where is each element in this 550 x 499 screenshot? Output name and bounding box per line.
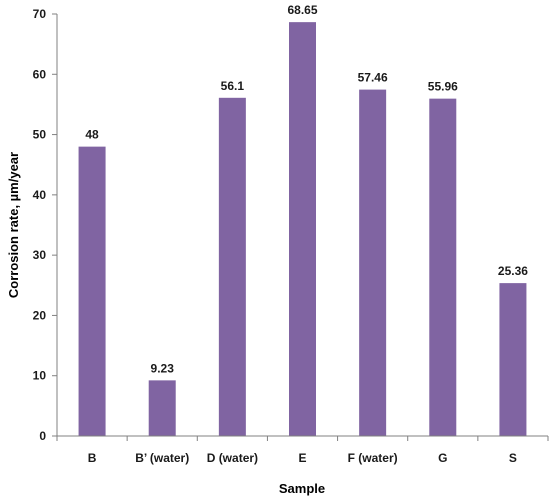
data-label-4: 57.46 bbox=[358, 71, 388, 85]
data-label-5: 55.96 bbox=[428, 80, 458, 94]
x-tick-label-4: F (water) bbox=[348, 451, 398, 465]
data-label-0: 48 bbox=[85, 128, 99, 142]
bar-1 bbox=[148, 380, 176, 436]
x-tick-label-0: B bbox=[88, 451, 97, 465]
bars-group bbox=[78, 22, 527, 437]
bar-5 bbox=[429, 98, 457, 436]
bar-4 bbox=[359, 89, 387, 436]
data-labels-group: 48 9.23 56.1 68.65 57.46 55.96 25.36 bbox=[85, 3, 528, 375]
y-tick-label-7: 70 bbox=[33, 7, 47, 21]
bar-3 bbox=[289, 22, 316, 436]
x-axis-title: Sample bbox=[279, 481, 325, 496]
y-tick-label-6: 60 bbox=[33, 67, 47, 81]
x-tick-label-6: S bbox=[509, 451, 517, 465]
y-tick-label-0: 0 bbox=[39, 429, 46, 443]
data-label-3: 68.65 bbox=[287, 3, 317, 17]
y-tick-label-5: 50 bbox=[33, 128, 47, 142]
data-label-1: 9.23 bbox=[151, 361, 175, 375]
bar-0 bbox=[78, 146, 106, 436]
y-axis: 0 10 20 30 40 50 60 70 bbox=[33, 7, 58, 443]
x-axis: B B’ (water) D (water) E F (water) G S bbox=[56, 435, 549, 465]
y-tick-label-1: 10 bbox=[33, 369, 47, 383]
x-tick-label-3: E bbox=[298, 451, 306, 465]
y-tick-label-3: 30 bbox=[33, 248, 47, 262]
data-label-6: 25.36 bbox=[498, 264, 528, 278]
y-tick-label-2: 20 bbox=[33, 308, 47, 322]
bar-6 bbox=[499, 283, 527, 436]
bar-2 bbox=[218, 97, 246, 437]
y-tick-label-4: 40 bbox=[33, 188, 47, 202]
x-tick-label-1: B’ (water) bbox=[135, 451, 189, 465]
x-tick-label-2: D (water) bbox=[207, 451, 258, 465]
data-label-2: 56.1 bbox=[221, 79, 245, 93]
y-axis-title: Corrosion rate, µm/year bbox=[6, 152, 21, 298]
x-tick-label-5: G bbox=[438, 451, 447, 465]
